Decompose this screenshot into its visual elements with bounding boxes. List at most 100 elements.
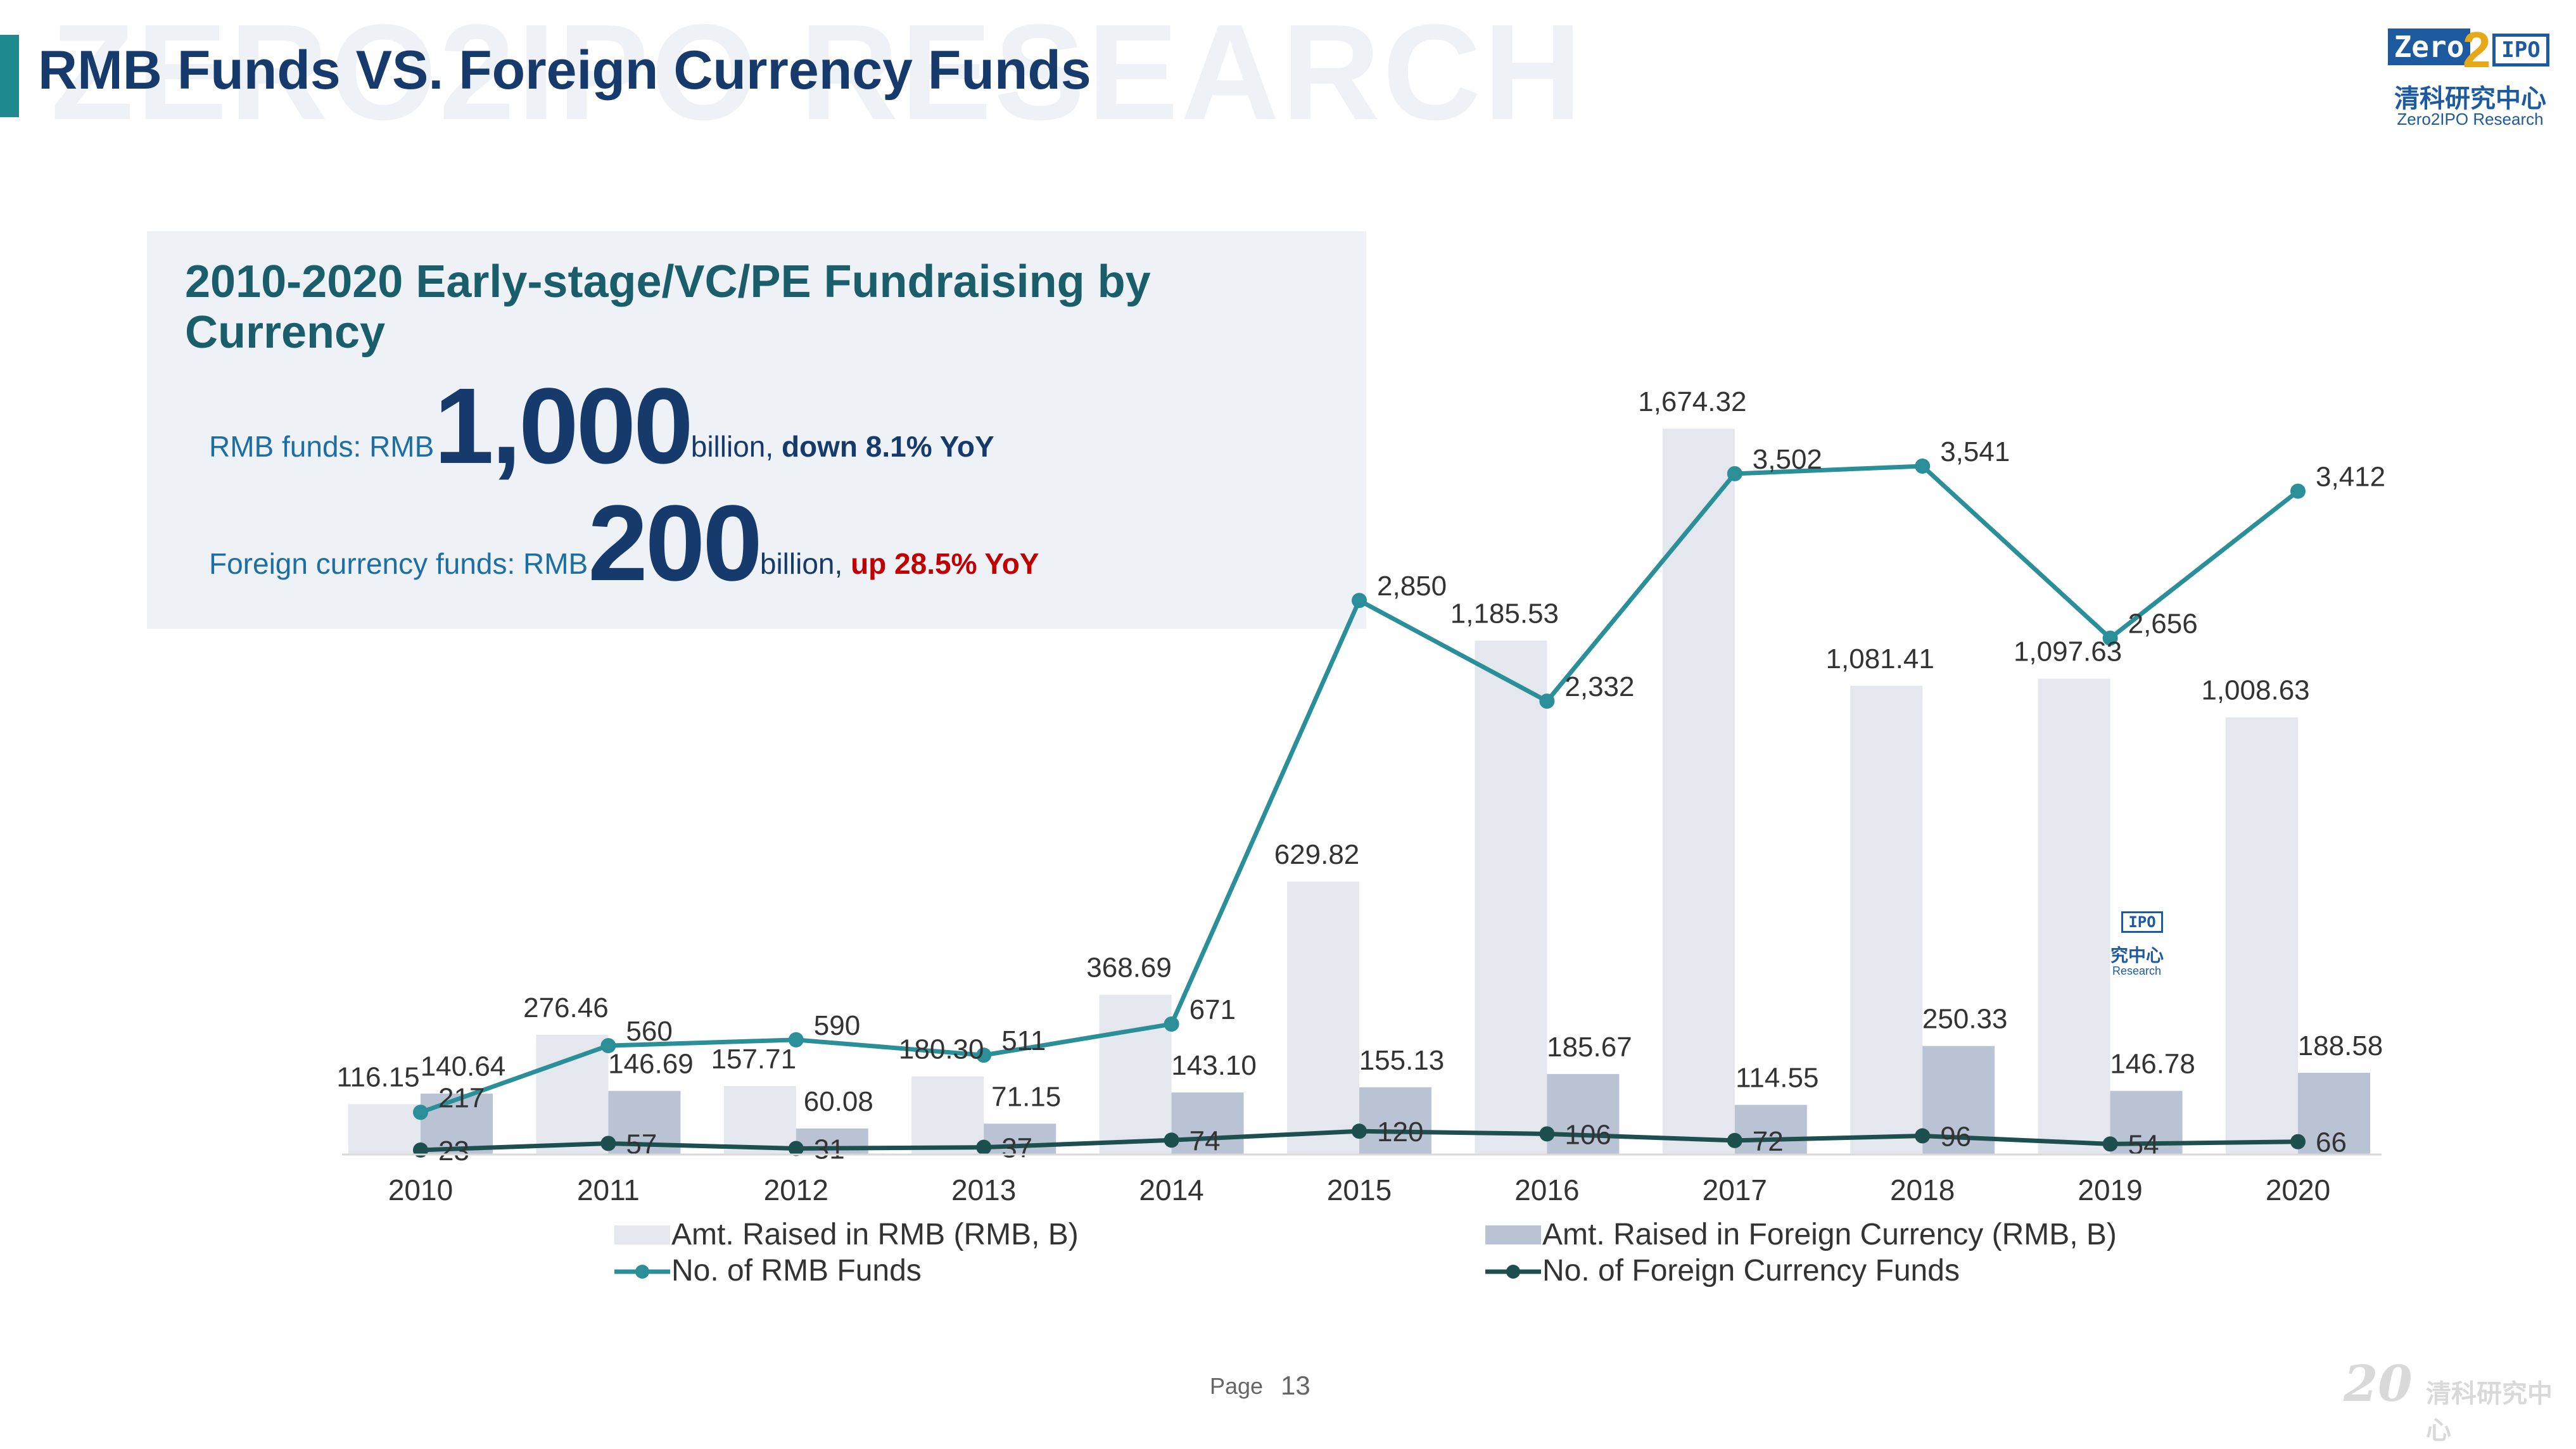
- fx-amount-label: 146.78: [2110, 1049, 2195, 1080]
- rmb-amount-bar: [1662, 429, 1735, 1155]
- legend-rmb-count-marker: [635, 1265, 649, 1279]
- rmb-change: down 8.1% YoY: [781, 430, 994, 463]
- legend-rmb-count-label: No. of RMB Funds: [671, 1254, 922, 1288]
- fx-count-label: 54: [2128, 1129, 2159, 1160]
- fx-amount-label: 60.08: [804, 1086, 873, 1117]
- fx-count-label: 120: [1377, 1117, 1423, 1148]
- rmb-amount-bar: [911, 1076, 984, 1155]
- page-title: RMB Funds VS. Foreign Currency Funds: [38, 40, 1091, 101]
- rmb-amount-label: 1,674.32: [1638, 386, 1746, 417]
- fx-count-point: [976, 1139, 992, 1155]
- x-tick-label: 2012: [764, 1174, 828, 1206]
- rmb-amount: 1,000: [434, 366, 693, 486]
- legend-rmb-amount-swatch: [614, 1225, 670, 1244]
- fx-count-point: [1915, 1128, 1931, 1144]
- x-tick-label: 2018: [1890, 1174, 1955, 1206]
- rmb-count-label: 511: [1001, 1025, 1046, 1056]
- rmb-amount-bar: [1850, 685, 1923, 1155]
- rmb-count-point: [1352, 593, 1367, 609]
- rmb-count-label: 2,656: [2128, 609, 2198, 640]
- fx-amount-label: 140.64: [421, 1051, 506, 1082]
- fx-count-point: [1539, 1126, 1555, 1142]
- fx-amount-bar: [1547, 1073, 1620, 1155]
- rmb-count-label: 671: [1190, 994, 1236, 1025]
- fx-amount-label: 188.58: [2298, 1030, 2383, 1061]
- rmb-amount-label: 1,008.63: [2201, 675, 2309, 706]
- fx-amount-label: 71.15: [991, 1081, 1061, 1112]
- fx-amount-label: 114.55: [1735, 1063, 1818, 1094]
- fx-amount-label: 155.13: [1359, 1045, 1445, 1076]
- fx-count-label: 31: [814, 1134, 845, 1165]
- footer-page-number: 13: [1281, 1370, 1310, 1400]
- rmb-amount-bar: [723, 1086, 796, 1155]
- fx-amount-bar: [1171, 1092, 1244, 1155]
- x-tick-label: 2016: [1514, 1174, 1579, 1206]
- fx-amount-bar: [421, 1093, 493, 1155]
- fx-amount-bar: [2298, 1072, 2370, 1155]
- logo-chinese-name: 清科研究中心: [2394, 85, 2546, 113]
- fx-amount-bar: [984, 1123, 1056, 1155]
- zero2ipo-logo: Zero 2 IPO 清科研究中心 Zero2IPO Research: [2388, 22, 2553, 130]
- rmb-count-label: 217: [438, 1082, 485, 1113]
- fx-count-point: [788, 1141, 804, 1156]
- legend-fx-count-marker: [1506, 1265, 1520, 1279]
- fx-count-point: [2290, 1134, 2306, 1149]
- x-tick-label: 2017: [1703, 1174, 1767, 1206]
- x-tick-label: 2011: [577, 1174, 640, 1206]
- fx-summary-row: Foreign currency funds: RMB200billion, u…: [209, 481, 1039, 605]
- rmb-amount-label: 276.46: [523, 992, 609, 1023]
- footer-anniversary-mark: 20: [2344, 1355, 2413, 1413]
- rmb-amount-label: 1,097.63: [2014, 636, 2122, 668]
- rmb-amount-label: 368.69: [1086, 952, 1172, 984]
- fx-amount-label: 143.10: [1171, 1050, 1257, 1081]
- fx-count-point: [2102, 1136, 2118, 1152]
- fx-amount: 200: [588, 483, 763, 604]
- rmb-count-label: 560: [626, 1016, 672, 1047]
- fx-count-label: 37: [1001, 1133, 1032, 1164]
- logo-two-text: 2: [2463, 22, 2491, 78]
- rmb-count-point: [600, 1038, 616, 1054]
- rmb-count-point: [1164, 1016, 1179, 1032]
- title-accent-bar: [0, 35, 19, 117]
- rmb-count-label: 3,412: [2316, 462, 2385, 493]
- rmb-count-point: [1539, 693, 1555, 709]
- rmb-amount-bar: [2038, 678, 2110, 1155]
- x-tick-label: 2015: [1327, 1174, 1392, 1206]
- rmb-count-point: [2102, 630, 2118, 646]
- fx-change: up 28.5% YoY: [851, 547, 1039, 580]
- logo-english-name: Zero2IPO Research: [2397, 110, 2544, 129]
- rmb-count-point: [413, 1104, 428, 1120]
- rmb-count-point: [788, 1032, 804, 1047]
- logo-ipo-text: IPO: [2492, 34, 2549, 66]
- rmb-amount-label: 116.15: [336, 1062, 419, 1093]
- fx-unit: billion,: [759, 547, 851, 580]
- fx-count-point: [1727, 1132, 1742, 1148]
- fx-count-label: 23: [438, 1136, 469, 1167]
- x-tick-label: 2020: [2266, 1174, 2330, 1206]
- fx-amount-label: 146.69: [608, 1049, 694, 1080]
- rmb-amount-bar: [1475, 640, 1547, 1155]
- logo-zero-text: Zero: [2388, 28, 2470, 65]
- rmb-amount-bar: [1099, 994, 1172, 1155]
- rmb-amount-label: 1,185.53: [1450, 598, 1559, 630]
- x-tick-label: 2019: [2078, 1174, 2142, 1206]
- background-watermark: ZERO2IPO RESEARCH: [51, 0, 1585, 148]
- rmb-amount-label: 1,081.41: [1826, 643, 1934, 674]
- rmb-amount-label: 180.30: [899, 1034, 984, 1065]
- legend-fx-count-label: No. of Foreign Currency Funds: [1542, 1254, 1960, 1288]
- rmb-count-point: [1727, 465, 1742, 481]
- summary-title: 2010-2020 Early-stage/VC/PE Fundraising …: [185, 256, 1151, 358]
- x-tick-label: 2013: [951, 1174, 1016, 1206]
- rmb-count-point: [2290, 483, 2306, 499]
- rmb-summary-row: RMB funds: RMB1,000billion, down 8.1% Yo…: [209, 364, 994, 488]
- rmb-count-label: 590: [814, 1010, 860, 1041]
- fx-amount-bar: [1734, 1104, 1807, 1155]
- rmb-count-point: [976, 1047, 992, 1063]
- summary-panel: 2010-2020 Early-stage/VC/PE Fundraising …: [147, 231, 1366, 629]
- fx-prefix: Foreign currency funds: RMB: [209, 547, 588, 580]
- fx-amount-label: 250.33: [1922, 1004, 2008, 1035]
- fx-count-label: 66: [2316, 1127, 2347, 1158]
- fx-amount-label: 185.67: [1547, 1032, 1632, 1063]
- legend-rmb-amount-label: Amt. Raised in RMB (RMB, B): [671, 1218, 1079, 1251]
